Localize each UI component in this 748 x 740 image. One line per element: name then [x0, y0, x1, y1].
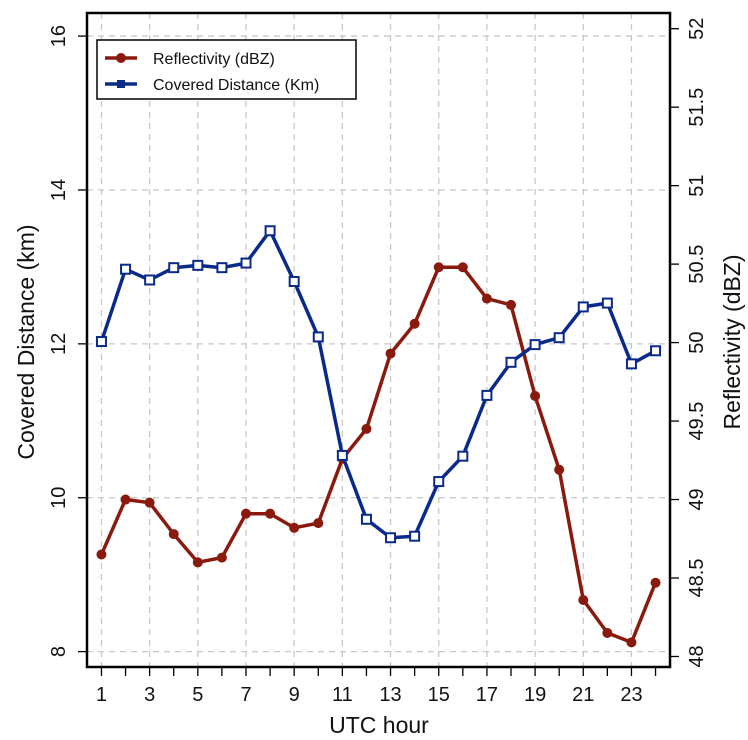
x-tick-label: 9: [289, 684, 300, 706]
y-left-tick-label: 10: [48, 487, 70, 509]
x-tick-label: 17: [476, 684, 498, 706]
data-point-reflectivity: [385, 348, 396, 359]
y-right-tick-label: 52: [686, 18, 708, 40]
x-tick-label: 7: [240, 684, 251, 706]
data-point-covered-distance: [529, 339, 541, 351]
data-point-reflectivity: [650, 577, 661, 588]
data-point-reflectivity: [361, 423, 372, 434]
series-layer: [95, 225, 662, 648]
data-point-reflectivity: [144, 497, 155, 508]
x-tick-label: 15: [428, 684, 450, 706]
data-point-reflectivity: [433, 262, 444, 273]
data-point-covered-distance: [650, 345, 662, 357]
x-tick-label: 19: [524, 684, 546, 706]
data-point-covered-distance: [433, 476, 445, 488]
data-point-reflectivity: [241, 508, 251, 519]
data-point-reflectivity: [554, 464, 565, 475]
legend-label-reflectivity: Reflectivity (dBZ): [153, 51, 275, 68]
legend-marker-reflectivity: [116, 53, 126, 63]
data-point-covered-distance: [601, 297, 613, 309]
data-point-reflectivity: [457, 262, 468, 273]
data-point-covered-distance: [95, 336, 107, 348]
data-point-covered-distance: [336, 449, 348, 461]
data-point-reflectivity: [192, 557, 203, 568]
x-tick-label: 5: [192, 684, 203, 706]
data-point-reflectivity: [120, 494, 131, 505]
x-tick-label: 21: [572, 684, 594, 706]
x-axis-label: UTC hour: [329, 712, 429, 738]
data-point-covered-distance: [168, 262, 180, 274]
x-tick-label: 23: [620, 684, 642, 706]
data-point-covered-distance: [553, 332, 565, 344]
legend-label-distance: Covered Distance (Km): [153, 77, 319, 94]
y-right-tick-label: 51: [686, 175, 708, 197]
legend-box: [96, 39, 357, 100]
data-point-covered-distance: [360, 513, 372, 525]
x-tick-label: 13: [379, 684, 401, 706]
y-left-tick-label: 12: [48, 333, 70, 355]
y-right-tick-label: 49.5: [686, 402, 708, 441]
data-point-covered-distance: [481, 389, 493, 401]
data-point-covered-distance: [409, 530, 421, 542]
data-point-covered-distance: [625, 358, 637, 370]
y-axis-right-label: Reflectivity (dBZ): [719, 254, 745, 429]
data-point-reflectivity: [506, 299, 516, 310]
y-left-tick-label: 14: [48, 179, 70, 201]
data-point-covered-distance: [216, 262, 228, 274]
y-left-tick-label: 16: [48, 25, 70, 47]
x-tick-label: 11: [332, 684, 353, 706]
data-point-covered-distance: [457, 450, 469, 462]
data-point-covered-distance: [264, 225, 276, 237]
data-point-covered-distance: [385, 532, 397, 544]
axes: 1 3 5 7 9 11 13 15 17 19 21 238101214164848.54949.5…: [48, 18, 708, 706]
legend: Reflectivity (dBZ) Covered Distance (Km): [96, 39, 357, 100]
data-point-reflectivity: [216, 552, 227, 563]
y-right-tick-label: 51.5: [686, 88, 708, 127]
data-point-covered-distance: [240, 257, 252, 269]
data-point-reflectivity: [409, 318, 420, 329]
data-point-reflectivity: [481, 293, 492, 304]
plot-frame: [85, 11, 672, 669]
data-point-reflectivity: [530, 390, 541, 401]
legend-marker-distance: [117, 80, 125, 88]
data-point-reflectivity: [289, 522, 300, 533]
x-tick-label: 3: [144, 684, 155, 706]
y-right-tick-label: 50: [686, 331, 708, 353]
data-point-reflectivity: [626, 637, 637, 648]
series-line-reflectivity: [99, 265, 658, 645]
data-point-reflectivity: [313, 518, 324, 529]
data-point-reflectivity: [602, 627, 613, 638]
data-point-covered-distance: [312, 331, 324, 343]
data-point-reflectivity: [265, 508, 276, 519]
data-point-covered-distance: [505, 356, 517, 368]
series-line-covered-distance: [99, 228, 657, 540]
y-right-tick-label: 48: [686, 645, 708, 667]
data-point-reflectivity: [578, 594, 589, 605]
data-point-covered-distance: [120, 263, 132, 275]
y-right-tick-label: 50.5: [686, 245, 708, 284]
data-point-covered-distance: [192, 259, 204, 271]
data-point-reflectivity: [96, 549, 107, 560]
y-left-tick-label: 8: [48, 646, 70, 657]
y-right-tick-label: 49: [686, 488, 708, 510]
data-point-covered-distance: [288, 276, 300, 288]
x-tick-label: 1: [96, 684, 107, 706]
y-right-tick-label: 48.5: [686, 559, 708, 598]
y-axis-left-label: Covered Distance (km): [13, 224, 39, 459]
gridlines: [87, 13, 670, 667]
data-point-covered-distance: [577, 301, 589, 313]
data-point-reflectivity: [168, 529, 179, 540]
data-point-covered-distance: [144, 274, 156, 286]
